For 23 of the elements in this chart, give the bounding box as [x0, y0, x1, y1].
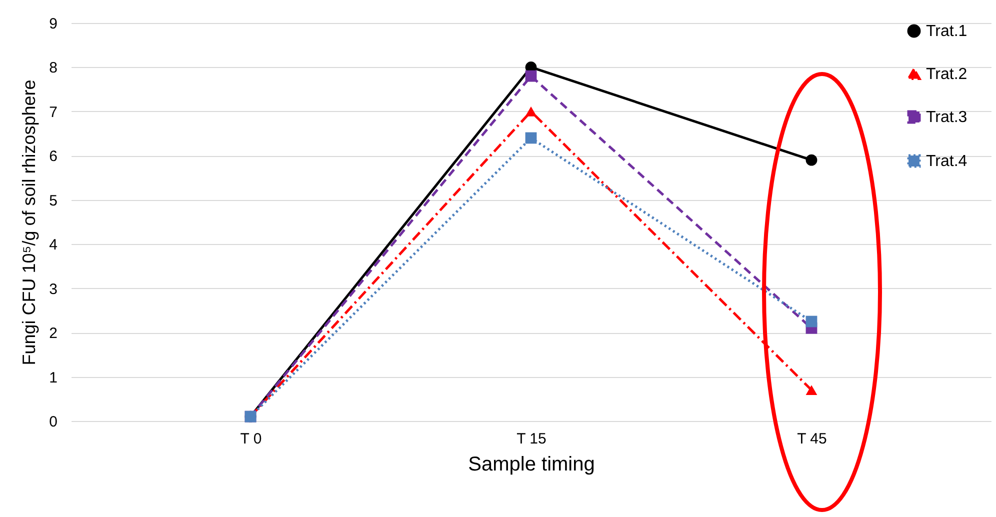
point: [806, 316, 818, 328]
x-tick-label: T 0: [240, 430, 262, 448]
x-axis-title: Sample timing: [468, 454, 595, 476]
y-tick-label: 4: [49, 236, 58, 254]
y-tick-label: 2: [49, 325, 58, 342]
y-tick-label: 6: [49, 148, 58, 166]
y-tick-label: 5: [49, 192, 58, 210]
y-axis-title: Fungi CFU 10⁵/g of soil rhizosphere: [19, 80, 40, 366]
point: [525, 70, 537, 82]
x-tick-label: T 15: [516, 430, 546, 448]
legend-label: Trat.1: [926, 23, 968, 40]
y-tick-label: 8: [49, 60, 58, 77]
y-tick-label: 7: [49, 104, 58, 121]
legend-label: Trat.3: [926, 109, 968, 126]
y-tick-label: 0: [49, 414, 58, 430]
point: [806, 154, 818, 166]
y-tick-label: 3: [49, 280, 58, 298]
point: [525, 132, 537, 144]
y-tick-label: 1: [49, 369, 58, 386]
x-tick-label: T 45: [797, 430, 827, 448]
legend-label: Trat.4: [926, 153, 968, 170]
legend-label: Trat.2: [926, 66, 968, 83]
y-tick-label: 9: [49, 16, 58, 32]
